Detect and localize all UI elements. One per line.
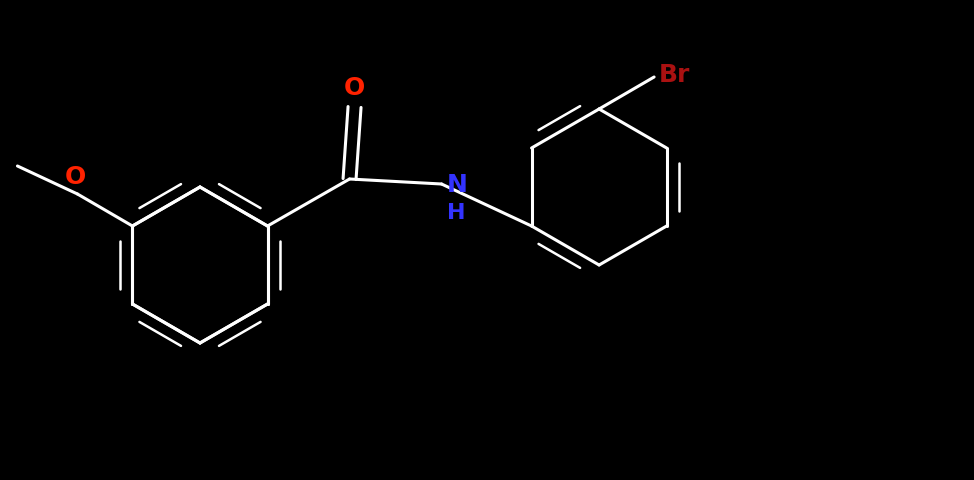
- Text: H: H: [446, 203, 465, 223]
- Text: N: N: [446, 173, 468, 197]
- Text: O: O: [65, 165, 86, 189]
- Text: O: O: [344, 76, 365, 100]
- Text: Br: Br: [659, 63, 691, 87]
